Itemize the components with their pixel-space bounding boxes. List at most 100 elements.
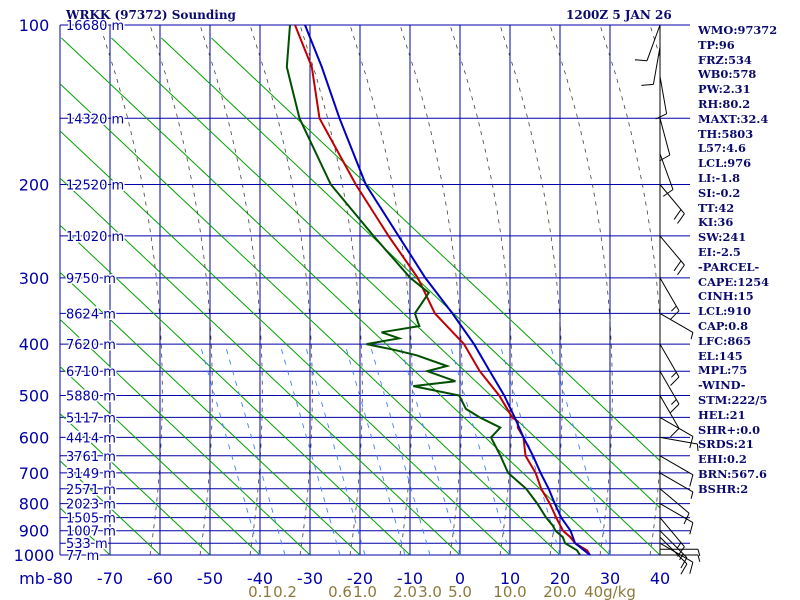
wind-barb — [659, 472, 694, 493]
temperature-label: -10 — [397, 569, 423, 588]
temperature-label: -20 — [347, 569, 373, 588]
mixing-ratio-label: 20.0 — [543, 583, 576, 600]
index-value: BSHR:2 — [698, 481, 749, 496]
pressure-label-800: 800 — [19, 495, 50, 514]
wind-barb-flag — [671, 372, 677, 378]
mixing-ratio-label: 0.2 — [273, 583, 297, 600]
mixing-ratio-line — [549, 343, 611, 555]
pressure-label-300: 300 — [19, 269, 50, 288]
index-value: SW:241 — [698, 230, 747, 245]
mixing-ratio-line — [344, 343, 406, 555]
pressure-label-700: 700 — [19, 464, 50, 483]
index-value: FRZ:534 — [698, 52, 752, 67]
wind-barb — [659, 343, 680, 378]
wind-barb-flag — [659, 154, 671, 162]
wind-barb-flag — [662, 189, 674, 197]
wind-barb — [659, 455, 694, 476]
isotherm-line — [60, 318, 311, 555]
wind-barb-flag — [671, 305, 677, 312]
wind-barb — [659, 488, 690, 514]
height-label: 533 m — [66, 537, 108, 552]
wind-barb-flag — [680, 557, 688, 569]
wind-barb — [646, 24, 661, 61]
mixing-ratio-label: 5.0 — [448, 583, 472, 600]
temperature-label: -50 — [197, 569, 223, 588]
height-label: 7620 m — [66, 338, 116, 353]
height-label: 1505 m — [66, 512, 116, 527]
pressure-label-100: 100 — [19, 16, 50, 35]
wind-barb-flag — [677, 213, 685, 224]
height-labels: 16680 m 14320 m 12520 m 11020 m 9750 m 8624 m… — [65, 18, 126, 566]
height-label: 4414 m — [66, 431, 116, 446]
parcel-profile — [304, 25, 591, 555]
dry-adiabat-lines — [99, 25, 660, 555]
temperature-label: -40 — [247, 569, 273, 588]
index-value: PW:2.31 — [698, 82, 751, 97]
dry-adiabat — [349, 25, 413, 555]
index-value: CAP:0.8 — [698, 318, 749, 333]
isotherm-line — [161, 37, 660, 509]
isotherm-line — [61, 37, 611, 555]
mixing-ratio-label: 40g/kg — [584, 583, 636, 600]
isotherm-line — [60, 130, 511, 555]
isotherm-line — [0, 38, 10, 555]
height-label: 9750 m — [66, 272, 116, 287]
wind-barb — [659, 536, 688, 565]
wind-barb — [659, 118, 671, 156]
index-value: -PARCEL- — [698, 259, 760, 274]
wind-barb — [659, 416, 694, 437]
wind-barb-flag — [670, 310, 680, 320]
height-label: 77 m — [66, 549, 99, 564]
wind-barb-flag — [677, 546, 685, 557]
index-value: L57:4.6 — [698, 141, 746, 156]
pressure-label-900: 900 — [19, 522, 50, 541]
wind-barb-column — [634, 24, 701, 575]
mixing-ratio-label: 1.0 — [353, 583, 377, 600]
wind-barb-flag — [690, 332, 694, 340]
wind-barb — [659, 312, 694, 333]
wind-barb-flag — [679, 553, 684, 561]
mixing-ratio-line — [449, 343, 511, 555]
pressure-label-400: 400 — [19, 335, 50, 354]
temperature-label: 30 — [600, 569, 620, 588]
wind-barb — [659, 235, 685, 266]
wind-barb — [659, 530, 688, 558]
index-value: -WIND- — [698, 378, 746, 393]
dry-adiabat — [249, 25, 313, 555]
pressure-label-200: 200 — [19, 176, 50, 195]
isotherm-line — [60, 271, 361, 555]
isotherm-line — [211, 37, 660, 462]
mixing-ratio-labels: 0.1 0.2 0.6 1.0 2.0 3.0 5.0 10.0 20.0 40g/kg — [248, 583, 636, 600]
wind-barb-flag — [670, 403, 680, 413]
mixing-ratio-line — [304, 343, 366, 555]
wind-barb-flag — [673, 260, 682, 272]
wind-barb — [659, 277, 680, 312]
index-value: CAPE:1254 — [698, 274, 770, 289]
isotherm-line — [60, 412, 211, 555]
temperature-label: 10 — [500, 569, 520, 588]
station-title: WRKK (97372) Sounding — [66, 8, 236, 22]
wind-barb — [659, 76, 668, 114]
pressure-axis-labels: 100 200 300 400 500 600 700 800 900 1000 mb — [14, 16, 55, 588]
temperature-label: 0 — [455, 569, 465, 588]
dry-adiabat — [399, 25, 463, 555]
index-value: RH:80.2 — [698, 96, 751, 111]
mixing-ratio-line — [279, 343, 341, 555]
isotherm-line — [60, 224, 411, 555]
mixing-ratio-line — [399, 343, 461, 555]
index-value: TH:5803 — [698, 126, 754, 141]
temperature-label: 40 — [650, 569, 670, 588]
index-value: EL:145 — [698, 348, 743, 363]
wind-barb-flag — [697, 554, 701, 562]
dry-adiabat — [99, 25, 163, 555]
index-value: LCL:976 — [698, 156, 752, 171]
wind-barb-flag — [689, 562, 694, 574]
pressure-label-1000: 1000 — [14, 546, 55, 565]
wind-barb-flag — [671, 399, 677, 405]
index-value: MPL:75 — [698, 363, 748, 378]
height-label: 6710 m — [66, 365, 116, 380]
wind-barb-flag — [689, 474, 694, 487]
temperature-label: -60 — [147, 569, 173, 588]
wind-barb-flag — [673, 209, 682, 220]
